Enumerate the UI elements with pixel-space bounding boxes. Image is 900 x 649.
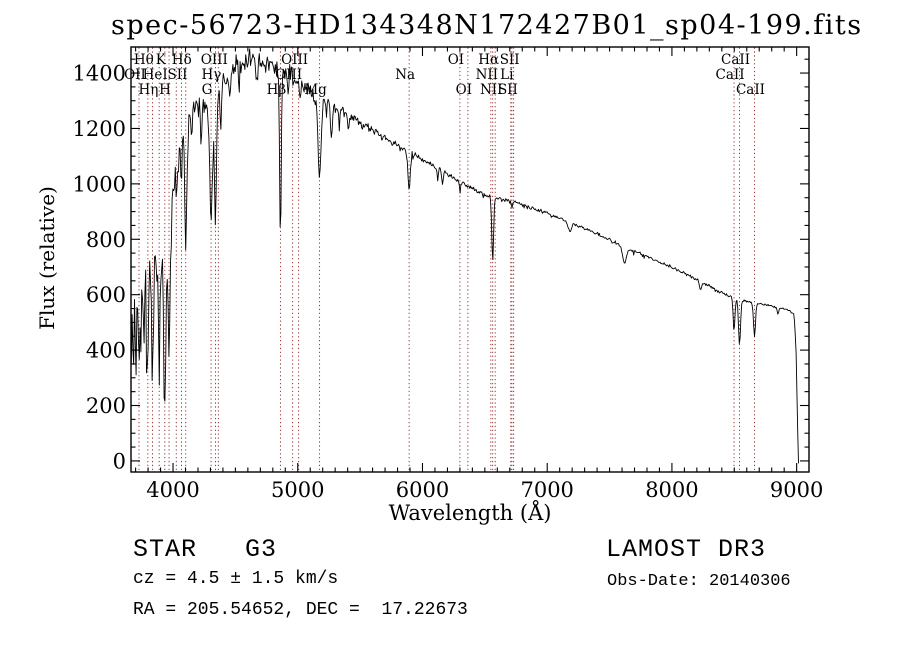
spectral-line-label: HeI: [143, 67, 168, 83]
spectral-line-label: Mg: [304, 82, 327, 98]
spectral-line-label: Hα: [478, 52, 499, 68]
axis-ticks: [131, 47, 809, 472]
spectral-line-label: K: [156, 52, 167, 68]
x-tick-label: 5000: [271, 478, 324, 502]
y-tick-label: 200: [86, 394, 126, 418]
spectral-line-label: CaII: [716, 67, 745, 83]
spectral-line-label: NII: [476, 67, 498, 83]
y-tick-labels: 0 200 400 600 800 1000 1200 1400: [73, 62, 126, 474]
x-tick-label: 7000: [520, 478, 573, 502]
spectral-line-label: SII: [498, 82, 518, 98]
spectral-line-label: NII: [480, 82, 502, 98]
spectral-line-label: CaII: [736, 82, 765, 98]
spectral-line-label: Hη: [139, 82, 159, 98]
spectral-line-label: OII: [124, 67, 146, 83]
spectral-line-label: CaII: [721, 52, 750, 68]
x-tick-label: 8000: [645, 478, 698, 502]
y-tick-label: 1000: [73, 172, 126, 196]
plot-title: spec-56723-HD134348N172427B01_sp04-199.f…: [111, 10, 863, 41]
spectral-line-label: Hγ: [202, 67, 222, 83]
spectral-line-label: OIII: [275, 67, 302, 83]
radial-velocity-label: cz = 4.5 ± 1.5 km/s: [133, 569, 339, 589]
ra-dec-label: RA = 205.54652, DEC = 17.22673: [133, 600, 468, 620]
spectral-line-label: G: [202, 82, 213, 98]
spectral-line-label: Hθ: [134, 52, 154, 68]
y-tick-label: 400: [86, 339, 126, 363]
spectral-line-label: Li: [500, 67, 514, 83]
spectral-line-label: OI: [456, 82, 472, 98]
x-tick-label: 9000: [770, 478, 823, 502]
y-axis-label: Flux (relative): [35, 186, 59, 330]
spectral-line-label: Hβ: [267, 82, 287, 98]
spectral-line-label: OI: [448, 52, 464, 68]
spectral-line-markers: [138, 47, 755, 472]
spectral-line-label: OIII: [201, 52, 228, 68]
spectral-line-label: SII: [168, 67, 188, 83]
spectral-line-label: OIII: [281, 52, 308, 68]
y-tick-label: 1200: [73, 117, 126, 141]
object-class-label: STAR G3: [133, 535, 278, 564]
y-tick-label: 800: [86, 228, 126, 252]
plot-frame: [130, 46, 810, 473]
x-axis-label: Wavelength (Å): [388, 501, 552, 525]
spectrum-line: [130, 48, 799, 464]
y-tick-label: 600: [86, 283, 126, 307]
obs-date-label: Obs-Date: 20140306: [607, 572, 791, 591]
spectral-line-label: Na: [395, 67, 415, 83]
survey-release-label: LAMOST DR3: [606, 535, 767, 564]
y-tick-label: 1400: [73, 62, 126, 86]
spectral-line-label: H: [159, 82, 171, 98]
x-tick-label: 4000: [146, 478, 199, 502]
x-tick-label: 6000: [396, 478, 449, 502]
spectral-line-label: SII: [500, 52, 520, 68]
spectral-line-label: Hδ: [172, 52, 192, 68]
x-tick-labels: 4000 5000 6000 7000 8000 9000: [146, 478, 823, 502]
y-tick-label: 0: [113, 449, 126, 473]
